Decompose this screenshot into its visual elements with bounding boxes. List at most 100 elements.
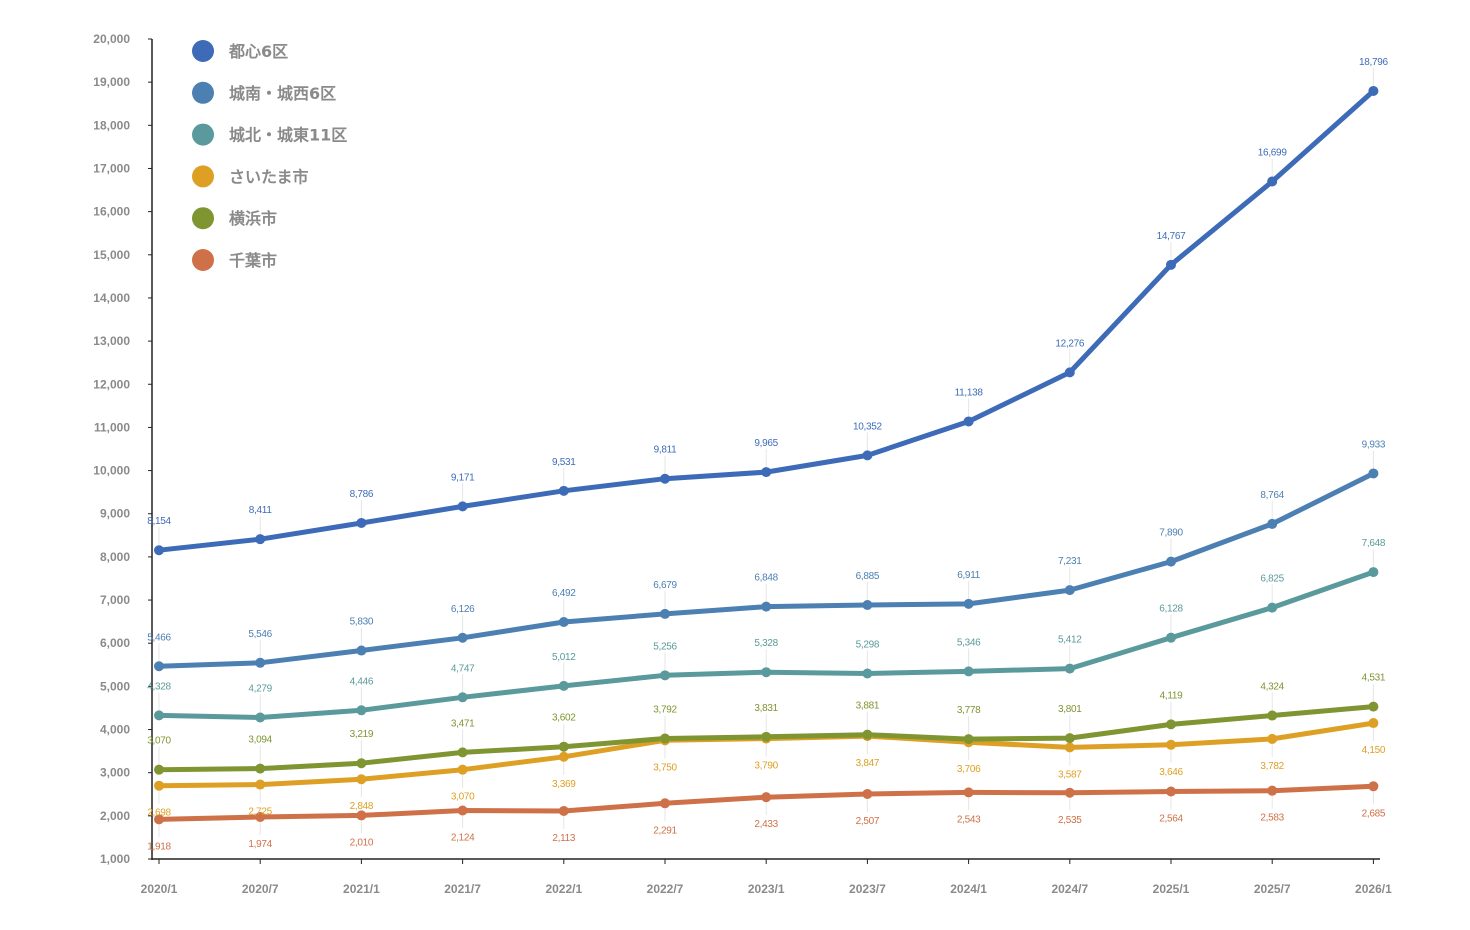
data-label: 3,602	[552, 713, 576, 724]
x-tick-label: 2026/1	[1355, 882, 1392, 896]
y-tick-label: 11,000	[94, 420, 130, 434]
data-point	[154, 814, 164, 825]
data-point	[1267, 176, 1278, 187]
legend-marker	[192, 165, 214, 188]
chart-axes: 1,000 2,000 3,000 4,000 5,000 6,000 7,000 8,000…	[93, 32, 1392, 896]
data-label: 2,725	[248, 807, 272, 818]
data-point	[558, 751, 569, 762]
y-tick-label: 14,000	[93, 291, 130, 305]
series-points	[154, 85, 1379, 825]
y-tick-label: 7,000	[100, 593, 130, 607]
data-point	[356, 705, 367, 716]
data-point	[1064, 585, 1075, 596]
data-label: 6,911	[957, 570, 981, 581]
data-label: 3,778	[957, 705, 981, 716]
y-tick-label: 4,000	[100, 723, 130, 737]
data-label: 1,918	[147, 841, 171, 852]
data-labels: 8,154 8,411 8,786 9,171 9,531 9,811 9,965 10,35…	[147, 57, 1389, 852]
data-label: 2,113	[552, 833, 576, 844]
data-point	[660, 473, 670, 484]
data-point	[558, 680, 569, 691]
data-label: 7,890	[1159, 528, 1183, 539]
data-point	[1064, 367, 1075, 378]
data-label: 8,764	[1260, 490, 1284, 501]
data-point	[660, 733, 670, 744]
legend-label: 都心6区	[228, 42, 288, 61]
data-point	[558, 485, 569, 496]
y-tick-label: 10,000	[93, 464, 130, 478]
data-point	[963, 787, 974, 798]
data-point	[457, 805, 468, 816]
data-label: 8,411	[249, 505, 273, 516]
data-label: 8,154	[147, 516, 171, 527]
data-point	[1368, 85, 1379, 96]
data-label: 3,471	[451, 718, 475, 729]
data-point	[558, 805, 569, 816]
data-label: 2,124	[451, 832, 475, 843]
data-label: 6,492	[552, 588, 576, 599]
data-label: 2,507	[856, 816, 880, 827]
data-point	[356, 517, 367, 528]
data-label: 2,698	[147, 808, 171, 819]
data-point	[660, 670, 670, 681]
data-point	[154, 780, 164, 791]
data-point	[761, 467, 772, 478]
data-label: 2,564	[1159, 814, 1183, 825]
data-label: 3,792	[653, 705, 677, 716]
y-tick-label: 9,000	[100, 507, 130, 521]
y-tick-label: 19,000	[93, 75, 130, 89]
x-tick-label: 2020/1	[141, 882, 178, 896]
data-label: 2,583	[1260, 813, 1284, 824]
data-point	[255, 763, 266, 774]
y-tick-label: 1,000	[100, 852, 130, 866]
x-tick-label: 2022/1	[545, 882, 582, 896]
data-label: 2,535	[1058, 815, 1082, 826]
data-point	[1166, 259, 1176, 270]
data-label: 3,831	[754, 703, 778, 714]
data-label: 5,298	[856, 640, 880, 651]
data-label: 4,279	[248, 683, 272, 694]
y-tick-label: 18,000	[93, 118, 130, 132]
data-point	[761, 667, 772, 678]
data-label: 3,750	[653, 762, 677, 773]
data-point	[1368, 567, 1379, 578]
data-label: 4,328	[147, 681, 171, 692]
data-label: 4,150	[1362, 745, 1386, 756]
data-point	[1267, 602, 1278, 613]
data-label: 1,974	[248, 839, 272, 850]
data-label: 4,747	[451, 663, 475, 674]
data-point	[457, 764, 468, 775]
data-point	[457, 692, 468, 703]
data-point	[1166, 719, 1176, 730]
legend-label: 横浜市	[229, 209, 277, 228]
data-label: 2,433	[754, 819, 778, 830]
y-tick-label: 6,000	[100, 636, 130, 650]
data-point	[154, 661, 164, 672]
y-tick-label: 13,000	[93, 334, 130, 348]
data-label: 6,128	[1159, 604, 1183, 615]
data-point	[154, 710, 164, 721]
y-tick-label: 2,000	[100, 809, 130, 823]
data-point	[154, 545, 164, 556]
data-point	[1368, 718, 1379, 729]
data-point	[255, 712, 266, 723]
data-point	[862, 729, 873, 740]
data-label: 4,324	[1260, 682, 1284, 693]
data-label: 2,010	[350, 837, 374, 848]
data-label: 3,790	[754, 761, 778, 772]
data-label: 2,848	[350, 801, 374, 812]
x-tick-label: 2023/7	[849, 882, 886, 896]
data-label: 10,352	[853, 421, 883, 432]
data-point	[1267, 518, 1278, 529]
data-point	[660, 798, 670, 809]
x-tick-label: 2020/7	[242, 882, 279, 896]
x-tick-label: 2022/7	[647, 882, 684, 896]
data-point	[660, 608, 670, 619]
legend-label: 城北・城東11区	[229, 126, 347, 145]
data-label: 5,412	[1058, 635, 1082, 646]
data-point	[356, 810, 367, 821]
data-label: 9,811	[654, 445, 678, 456]
data-label: 3,706	[957, 764, 981, 775]
data-point	[457, 632, 468, 643]
data-label: 3,782	[1260, 761, 1284, 772]
